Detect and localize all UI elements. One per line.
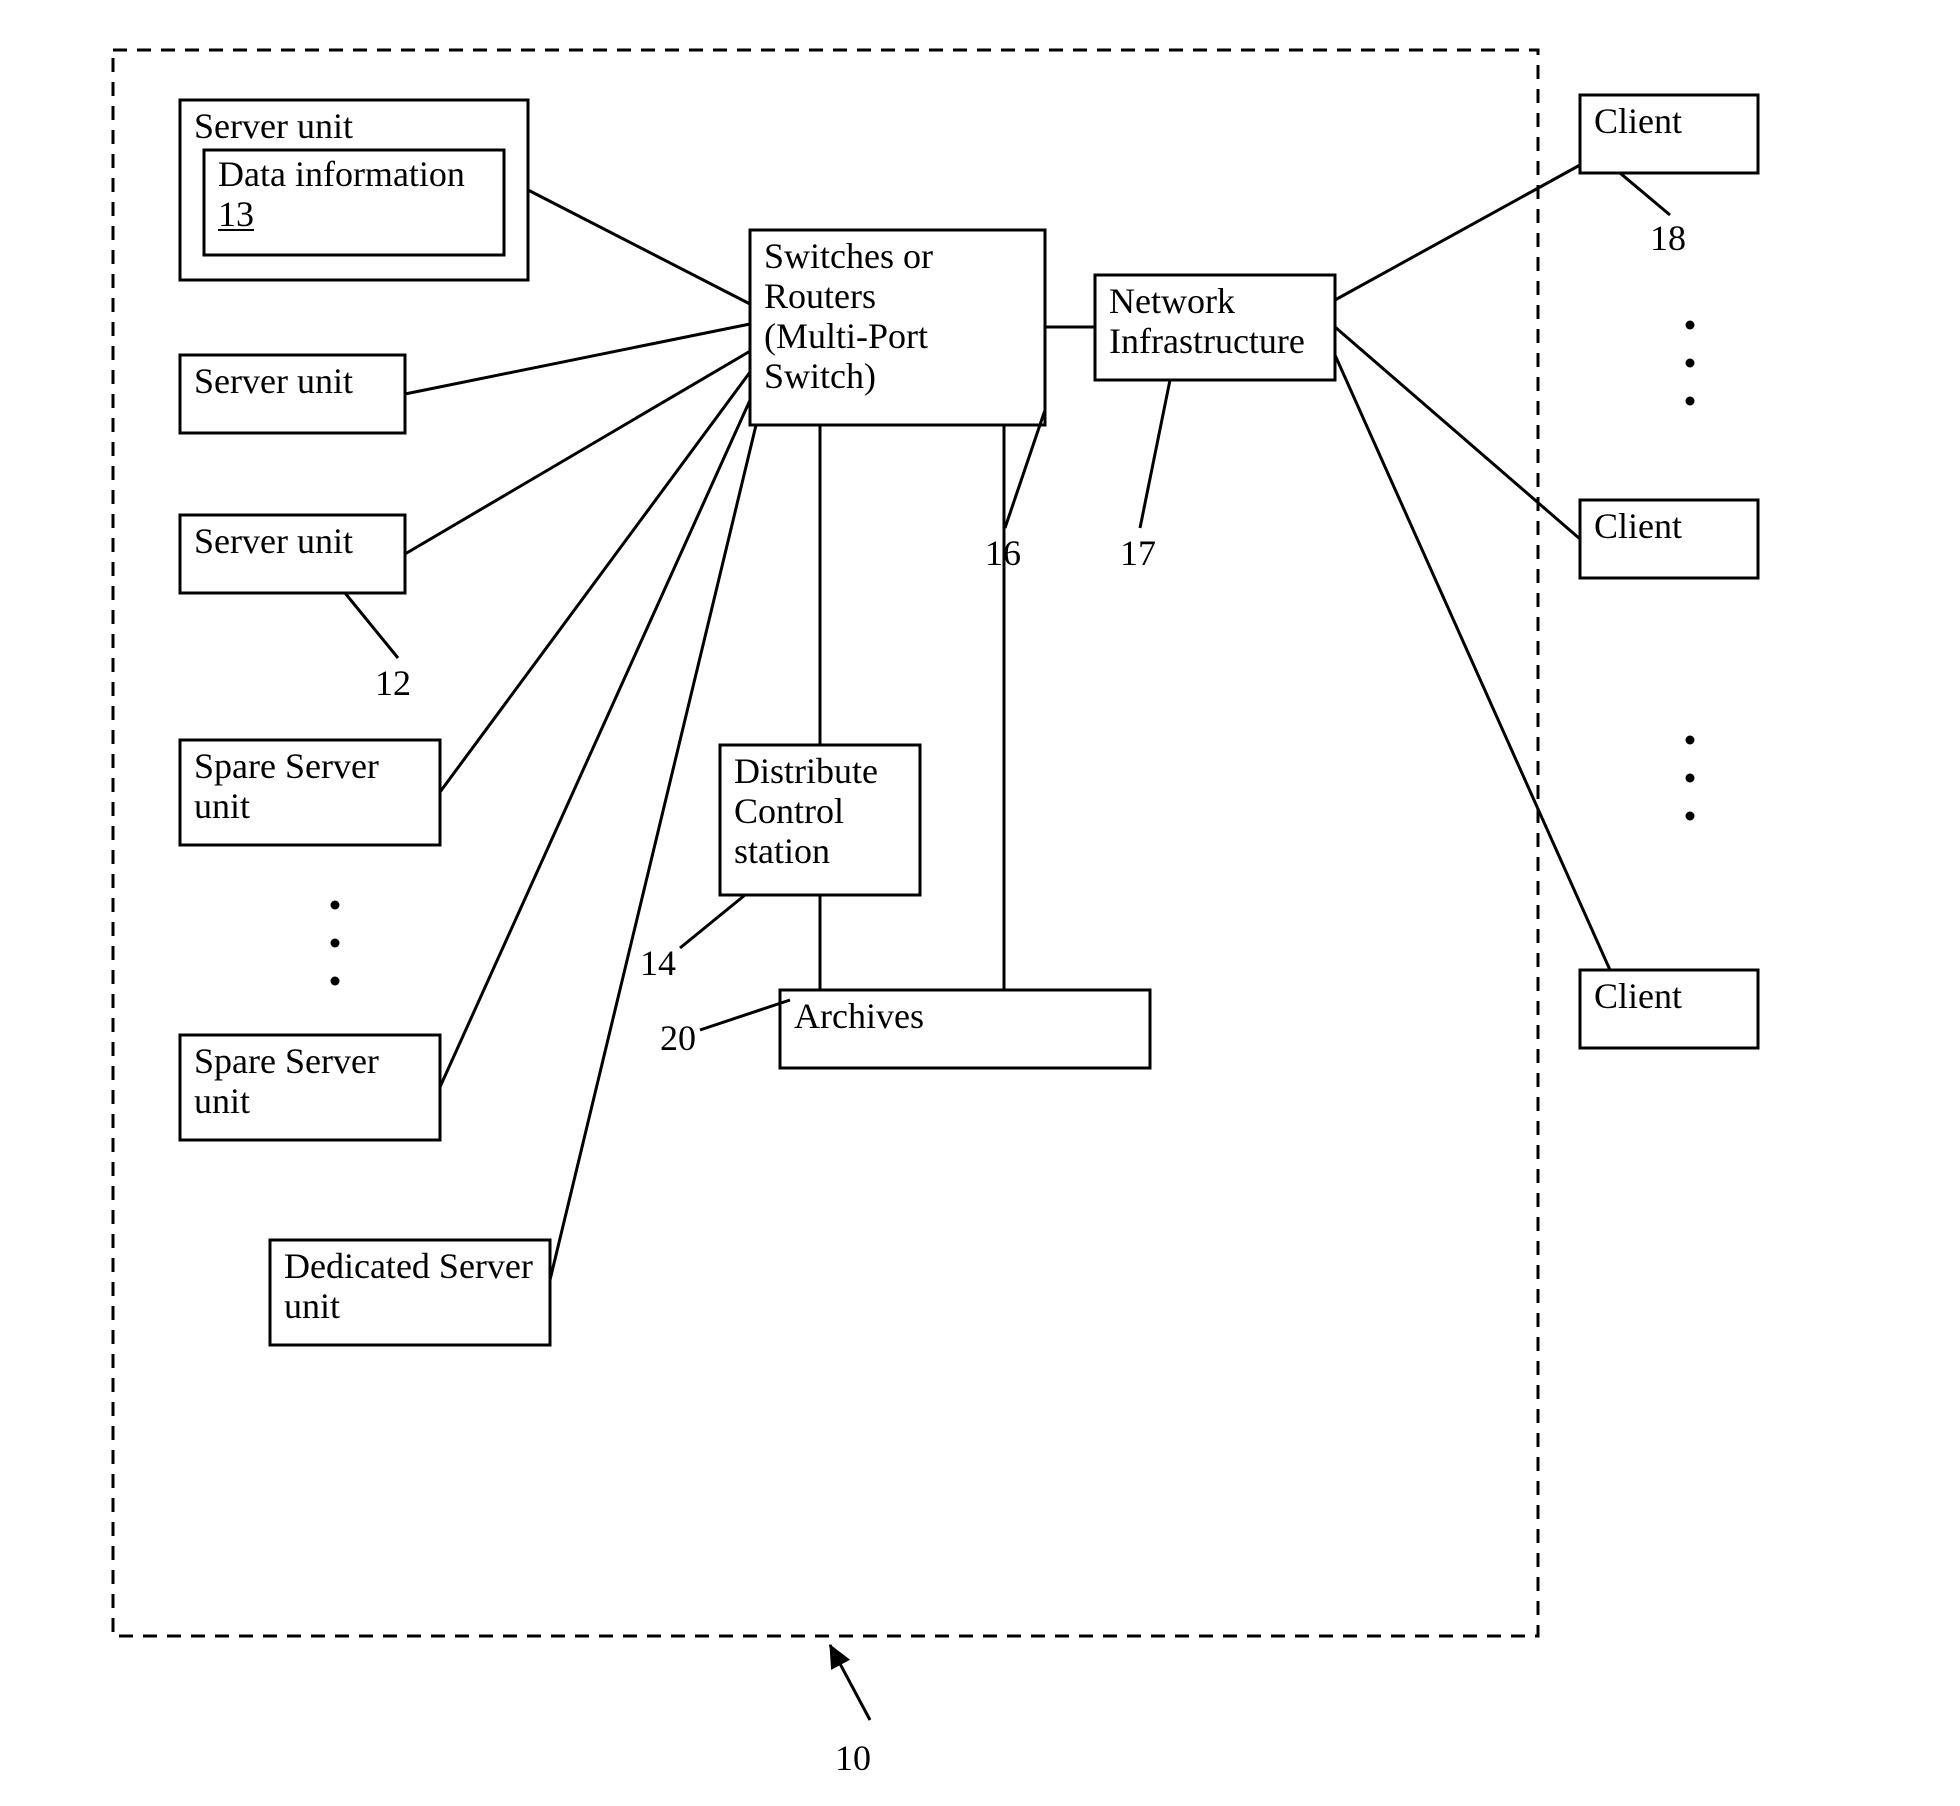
ref-12: 12 <box>345 593 411 703</box>
edge-server_unit_3-switches <box>405 350 752 554</box>
svg-text:Archives: Archives <box>794 996 924 1036</box>
node-switches: Switches orRouters(Multi-PortSwitch) <box>750 230 1045 425</box>
svg-text:Server unit: Server unit <box>194 106 353 146</box>
svg-text:Client: Client <box>1594 101 1682 141</box>
ref-18: 18 <box>1620 173 1686 258</box>
edge-server_unit_1-switches <box>528 190 750 304</box>
node-dedicated_server: Dedicated Serverunit <box>270 1240 550 1345</box>
ref-10: 10 <box>830 1645 871 1778</box>
svg-text:Server unit: Server unit <box>194 361 353 401</box>
svg-text:Switch): Switch) <box>764 356 876 396</box>
edge-network_infra-client_1 <box>1335 165 1580 300</box>
svg-text:Spare Server: Spare Server <box>194 1041 379 1081</box>
svg-text:10: 10 <box>835 1738 871 1778</box>
svg-text:Dedicated Server: Dedicated Server <box>284 1246 533 1286</box>
node-server_unit_1: Server unit Data information13 <box>180 100 528 280</box>
node-client_2: Client <box>1580 500 1758 578</box>
edge-spare_server_2-switches <box>440 378 760 1087</box>
svg-text:18: 18 <box>1650 218 1686 258</box>
svg-text:14: 14 <box>640 943 676 983</box>
ref-14: 14 <box>640 895 745 983</box>
svg-text:unit: unit <box>194 1081 250 1121</box>
node-spare_server_1: Spare Serverunit <box>180 740 440 845</box>
node-client_3: Client <box>1580 970 1758 1048</box>
ref-20: 20 <box>660 1000 790 1058</box>
svg-text:(Multi-Port: (Multi-Port <box>764 316 928 356</box>
ref-17: 17 <box>1120 380 1170 573</box>
svg-text:17: 17 <box>1120 533 1156 573</box>
svg-text:Infrastructure: Infrastructure <box>1109 321 1305 361</box>
svg-text:station: station <box>734 831 830 871</box>
node-server_unit_2: Server unit <box>180 355 405 433</box>
ellipsis-2 <box>1686 736 1695 821</box>
edge-spare_server_1-switches <box>440 364 756 792</box>
svg-text:12: 12 <box>375 663 411 703</box>
svg-text:Client: Client <box>1594 976 1682 1016</box>
node-spare_server_2: Spare Serverunit <box>180 1035 440 1140</box>
network-diagram: Server unitData information13Server unit… <box>0 0 1960 1806</box>
node-client_1: Client <box>1580 95 1758 173</box>
svg-text:unit: unit <box>284 1286 340 1326</box>
ellipsis-1 <box>1686 321 1695 406</box>
svg-text:Client: Client <box>1594 506 1682 546</box>
svg-text:16: 16 <box>985 533 1021 573</box>
node-distribute_ctrl: DistributeControlstation <box>720 745 920 895</box>
svg-text:Distribute: Distribute <box>734 751 878 791</box>
svg-text:Control: Control <box>734 791 844 831</box>
svg-text:Switches or: Switches or <box>764 236 933 276</box>
svg-text:Server unit: Server unit <box>194 521 353 561</box>
svg-text:Network: Network <box>1109 281 1235 321</box>
svg-text:Routers: Routers <box>764 276 876 316</box>
edge-server_unit_2-switches <box>405 324 750 394</box>
ellipsis-0 <box>331 901 340 986</box>
svg-text:Data information: Data information <box>218 154 465 194</box>
node-archives: Archives <box>780 990 1150 1068</box>
edge-network_infra-client_2 <box>1335 327 1580 539</box>
svg-text:unit: unit <box>194 786 250 826</box>
node-server_unit_3: Server unit <box>180 515 405 593</box>
node-data_info-ref: 13 <box>218 194 254 234</box>
ref-16: 16 <box>985 410 1045 573</box>
node-network_infra: NetworkInfrastructure <box>1095 275 1335 380</box>
svg-text:Spare Server: Spare Server <box>194 746 379 786</box>
svg-text:20: 20 <box>660 1018 696 1058</box>
